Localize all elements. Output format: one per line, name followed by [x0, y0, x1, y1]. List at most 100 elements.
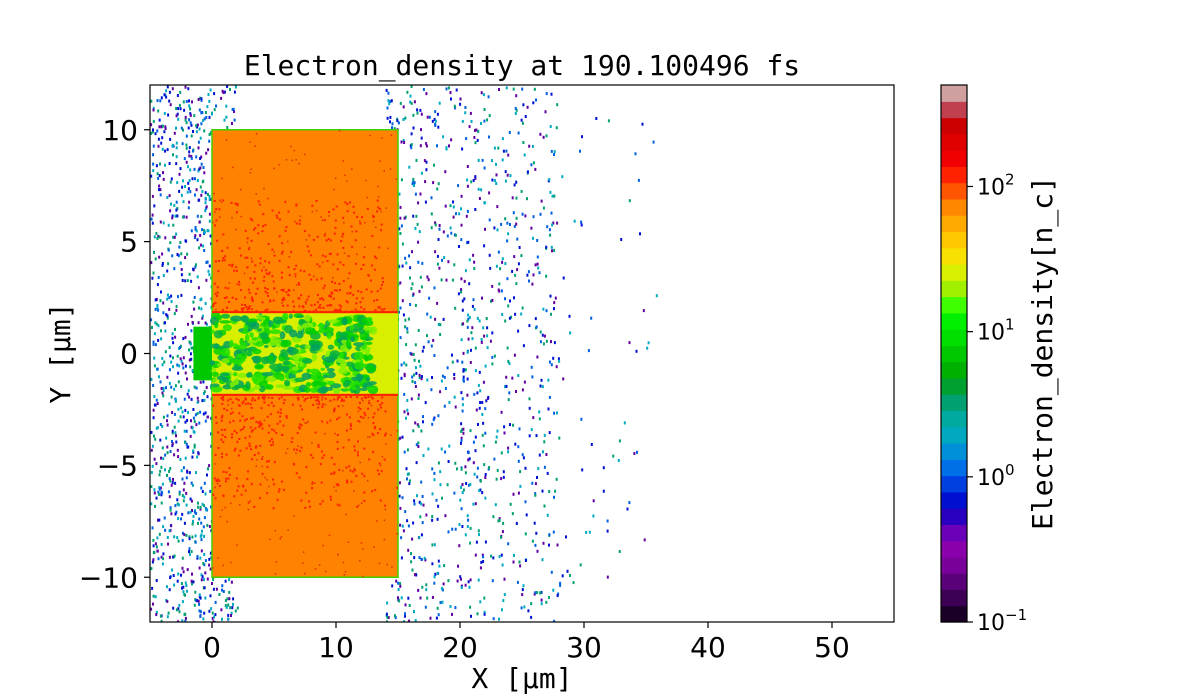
density-point: [166, 85, 169, 89]
density-point: [321, 456, 324, 459]
density-point: [231, 401, 234, 404]
density-point: [214, 224, 217, 227]
density-point: [159, 299, 162, 303]
density-point: [238, 283, 241, 286]
density-point: [531, 539, 534, 543]
density-point: [472, 298, 475, 302]
density-point: [442, 582, 445, 586]
density-point: [415, 371, 418, 375]
density-point: [220, 373, 231, 376]
density-point: [606, 529, 609, 533]
density-point: [498, 517, 501, 521]
density-point: [475, 408, 478, 412]
density-point: [476, 391, 479, 395]
density-point: [504, 385, 507, 389]
density-point: [386, 106, 389, 110]
density-point: [199, 157, 202, 160]
density-point: [157, 518, 159, 522]
density-point: [411, 375, 414, 379]
density-point: [420, 285, 423, 289]
density-point: [521, 388, 524, 392]
density-point: [468, 585, 471, 589]
density-point: [476, 475, 479, 479]
density-point: [196, 238, 199, 242]
colorbar-segment: [941, 394, 967, 412]
density-point: [493, 179, 496, 183]
density-point: [562, 276, 565, 280]
density-point: [308, 234, 311, 237]
density-point: [550, 340, 552, 344]
density-point: [262, 225, 264, 228]
density-point: [476, 138, 479, 142]
density-point: [244, 229, 247, 232]
density-point: [248, 435, 251, 438]
density-point: [336, 441, 339, 443]
density-point: [389, 115, 392, 119]
density-point: [482, 380, 485, 384]
density-point: [515, 108, 518, 112]
density-point: [326, 331, 332, 340]
density-point: [466, 319, 469, 323]
density-point: [524, 466, 527, 470]
density-point: [254, 145, 256, 147]
density-point: [302, 418, 305, 421]
density-point: [210, 505, 212, 509]
density-point: [182, 466, 185, 470]
density-point: [221, 584, 224, 588]
density-point: [166, 316, 169, 320]
density-point: [172, 341, 175, 345]
density-point: [288, 256, 291, 258]
density-point: [416, 423, 419, 427]
density-point: [409, 94, 412, 98]
density-point: [366, 196, 368, 199]
density-point: [209, 594, 212, 598]
density-point: [227, 404, 229, 406]
density-point: [344, 174, 346, 176]
density-point: [219, 216, 221, 218]
density-point: [250, 321, 260, 330]
density-point: [150, 502, 153, 506]
density-point: [406, 399, 409, 402]
density-point: [471, 337, 474, 341]
density-point: [470, 348, 472, 352]
density-point: [508, 316, 511, 320]
density-point: [417, 441, 420, 445]
density-point: [284, 200, 287, 203]
density-point: [416, 108, 419, 112]
density-point: [212, 567, 214, 569]
density-point: [221, 456, 224, 458]
density-point: [228, 578, 231, 582]
density-point: [249, 217, 252, 220]
density-point: [159, 162, 161, 166]
density-point: [182, 337, 185, 341]
density-point: [451, 612, 453, 616]
density-point: [288, 313, 293, 319]
density-point: [607, 119, 610, 123]
density-point: [617, 459, 620, 462]
density-point: [195, 511, 198, 515]
density-point: [545, 339, 548, 343]
density-point: [523, 153, 526, 157]
density-point: [281, 298, 284, 301]
density-point: [164, 329, 167, 333]
density-point: [432, 418, 435, 422]
density-point: [363, 308, 366, 311]
density-point: [456, 579, 459, 583]
density-point: [408, 254, 410, 258]
density-point: [462, 322, 465, 326]
density-point: [151, 130, 154, 134]
density-point: [472, 178, 475, 182]
density-point: [178, 103, 181, 107]
density-point: [191, 177, 194, 181]
density-point: [399, 205, 402, 209]
density-point: [198, 127, 201, 131]
density-point: [234, 85, 237, 89]
density-point: [287, 529, 289, 531]
density-point: [217, 447, 220, 449]
density-point: [504, 217, 507, 221]
density-point: [356, 396, 359, 399]
density-point: [179, 346, 181, 350]
density-point: [351, 387, 358, 391]
density-point: [474, 502, 477, 506]
density-point: [332, 472, 335, 475]
